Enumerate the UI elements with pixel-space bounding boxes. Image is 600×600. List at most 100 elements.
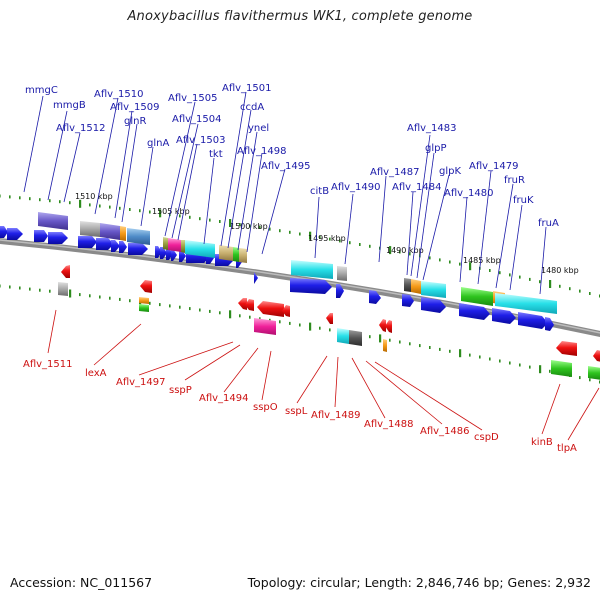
bottom-label-leaders [47,309,600,441]
ruler-minor-tick [149,210,151,214]
gene-label: kinB [531,437,553,448]
ruler-minor-tick [439,347,441,351]
feature-block [100,223,120,240]
ruler-minor-tick [149,301,151,305]
gene-label: Aflv_1504 [172,114,222,125]
feature-block [58,282,68,296]
feature-block [551,360,572,377]
ruler-minor-tick [489,357,491,361]
gene-arrow [459,303,490,320]
ruler-major-tick [389,246,392,255]
forward-strand-genes [0,226,554,331]
ruler-minor-tick [259,226,261,229]
feature-block [233,247,239,262]
topology-text: Topology: circular; Length: 2,846,746 bp… [247,575,591,590]
gene-arrow [34,230,48,242]
gene-arrow-reverse [385,320,392,333]
feature-block [181,240,185,253]
gene-label: mmgC [25,85,58,96]
ruler-major-tick [549,280,552,288]
ruler-major-tick [159,209,162,218]
gene-label: Aflv_1503 [176,135,226,146]
gene-label: Aflv_1479 [469,161,519,172]
ruler-minor-tick [349,241,351,245]
gene-label: Aflv_1489 [311,410,361,421]
gene-label: Aflv_1487 [370,167,420,178]
feature-block [139,297,149,304]
reverse-strand-features [58,265,600,380]
ruler-minor-tick [359,243,361,246]
ruler-minor-tick [139,209,141,213]
feature-block [495,293,557,314]
gene-label: ccdA [240,102,264,113]
feature-block [421,281,446,298]
ruler-minor-tick [589,292,591,295]
ruler-minor-tick [249,315,251,319]
gene-label: Aflv_1511 [23,359,73,370]
gene-arrow [179,250,186,262]
ruler: 1510 kbp 1505 kbp 1500 kbp 1495 kbp 1490… [75,192,579,275]
ruler-minor-tick [119,206,121,210]
ruler-major-tick [379,334,382,343]
ruler-minor-tick [409,252,411,256]
ruler-minor-tick [0,194,1,198]
ruler-minor-tick [199,308,201,312]
ruler-minor-tick [109,296,111,300]
gene-arrow-reverse [61,265,70,278]
gene-arrow [128,243,148,255]
ruler-minor-tick [289,230,291,234]
gene-label: citB [310,186,329,197]
ruler-minor-tick [579,289,581,293]
feature-block [80,221,100,237]
ruler-minor-tick [49,289,51,293]
ruler-minor-tick [239,223,241,226]
ruler-minor-tick [159,303,161,307]
ruler-minor-tick [299,232,301,236]
gene-arrow-reverse [245,299,254,311]
ruler-minor-tick [519,363,521,367]
gene-label: glnA [147,138,169,149]
ruler-minor-tick [509,273,511,277]
forward-strand-features [38,212,557,314]
ruler-major-tick [539,365,542,374]
gene-arrow-reverse [593,350,600,362]
ruler-minor-tick [19,196,21,200]
gene-arrow [518,312,548,329]
feature-block [291,260,333,279]
gene-label: fruA [538,218,559,229]
gene-label: Aflv_1498 [237,146,287,157]
feature-block [168,238,181,252]
ruler-label: 1495 kbp [308,234,346,243]
gene-arrow [171,249,177,261]
ruler-label: 1490 kbp [386,246,424,255]
gene-label: Aflv_1494 [199,393,249,404]
ruler-minor-tick [579,376,581,380]
gene-arrow [78,236,97,248]
feature-block [127,228,150,245]
ruler-minor-tick [169,304,171,308]
ruler-label: 1500 kbp [230,222,268,231]
gene-label: Aflv_1495 [261,161,311,172]
feature-block [383,339,387,352]
gene-label: Aflv_1497 [116,377,166,388]
ruler-major-tick [459,349,462,358]
ruler-minor-tick [39,288,41,292]
accession-text: Accession: NC_011567 [10,575,153,590]
ruler-minor-tick [449,349,451,353]
ruler-minor-tick [469,353,471,357]
feature-block [185,240,215,258]
ruler-label: 1480 kbp [541,266,579,275]
ruler-major-tick [229,219,232,227]
gene-label: fruR [504,175,525,186]
gene-label: Aflv_1501 [222,83,272,94]
ruler-minor-tick [509,361,511,365]
feature-block [38,212,68,230]
ruler-minor-tick [9,285,11,289]
gene-arrow [492,308,516,324]
ruler-minor-tick [299,323,301,327]
ruler-minor-tick [569,287,571,291]
gene-arrow [48,232,68,244]
ruler-minor-tick [479,355,481,359]
gene-arrow-reverse [282,305,290,317]
